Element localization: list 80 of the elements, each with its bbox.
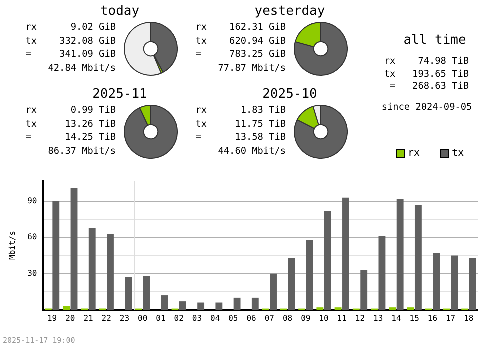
x-tick-label: 01 [155, 314, 167, 323]
x-tick-label: 13 [372, 314, 384, 323]
x-tick-label: 04 [210, 314, 222, 323]
x-tick-label: 08 [282, 314, 294, 323]
bar [360, 270, 368, 310]
chart-title: 2025-11 [92, 87, 148, 102]
x-tick-label: 10 [318, 314, 330, 323]
bar [270, 274, 277, 310]
y-tick-label: 60 [28, 232, 38, 242]
text: 86.37 Mbit/s [47, 144, 116, 158]
text: rx 0.99 TiB [24, 104, 116, 118]
text: rx 162.31 GiB [194, 21, 286, 34]
text: tx 193.65 TiB [383, 68, 469, 81]
bar [414, 205, 422, 310]
chart-title: today [99, 4, 141, 19]
x-tick-label: 22 [100, 314, 112, 323]
y-tick-label: 30 [28, 268, 38, 278]
bar [63, 306, 70, 310]
bar [52, 201, 60, 310]
x-tick-label: 12 [354, 314, 366, 323]
bar [252, 298, 259, 310]
text: tx 11.75 TiB [194, 118, 286, 131]
bar [179, 302, 186, 310]
bar [143, 276, 150, 310]
bar [107, 234, 114, 310]
bar [216, 302, 223, 310]
x-tick-label: 17 [444, 314, 457, 323]
bar [378, 236, 386, 310]
bar [342, 198, 350, 310]
bar [396, 199, 404, 310]
x-tick-label: 21 [82, 314, 94, 323]
legend-label: rx [407, 148, 420, 159]
y-tick-label: 90 [28, 196, 38, 206]
bar [306, 240, 314, 310]
text: tx 13.26 TiB [24, 118, 116, 131]
bar [324, 211, 332, 310]
bar [70, 188, 78, 310]
x-tick-label: 09 [300, 314, 312, 323]
legend-label: tx [451, 148, 464, 159]
x-tick-label: 19 [46, 314, 58, 323]
x-tick-label: 00 [137, 314, 149, 323]
x-tick-label: 18 [463, 314, 475, 323]
bar [198, 302, 205, 310]
text: 42.84 Mbit/s [47, 62, 116, 75]
x-tick-label: 23 [118, 314, 131, 323]
bar [469, 258, 476, 310]
text: 44.60 Mbit/s [217, 144, 286, 158]
x-tick-label: 20 [64, 314, 76, 323]
x-tick-label: 14 [390, 314, 402, 323]
bar [161, 296, 168, 310]
x-tick-label: 11 [336, 314, 348, 323]
x-tick-label: 16 [426, 314, 439, 323]
text: = 783.25 GiB [194, 48, 286, 62]
x-tick-label: 03 [191, 314, 204, 323]
x-tick-label: 06 [246, 314, 258, 323]
text: all time [402, 33, 468, 48]
text: rx 9.02 GiB [24, 21, 116, 34]
chart-title: yesterday [254, 4, 326, 19]
y-axis-title: Mbit/s [8, 230, 17, 260]
x-tick-label: 15 [408, 314, 420, 323]
chart-title: 2025-10 [262, 87, 318, 102]
x-tick-label: 02 [173, 314, 185, 323]
text: tx 620.94 GiB [194, 34, 286, 48]
x-tick-label: 07 [264, 314, 276, 323]
bar [451, 256, 458, 310]
text: tx 332.08 GiB [24, 34, 116, 48]
text: = 14.25 TiB [24, 131, 116, 144]
bar [88, 228, 96, 310]
bar [234, 298, 241, 310]
x-tick-label: 05 [228, 314, 240, 323]
bar [288, 258, 296, 310]
text: 77.87 Mbit/s [217, 62, 286, 75]
text: rx 1.83 TiB [194, 104, 286, 118]
text: since 2024-09-05 [380, 102, 474, 114]
bar [433, 253, 440, 310]
bar [125, 277, 132, 310]
text: = 268.63 TiB [388, 81, 469, 94]
text: = 13.58 TiB [194, 131, 286, 144]
text: rx 74.98 TiB [383, 56, 469, 68]
text: = 341.09 GiB [24, 48, 116, 62]
